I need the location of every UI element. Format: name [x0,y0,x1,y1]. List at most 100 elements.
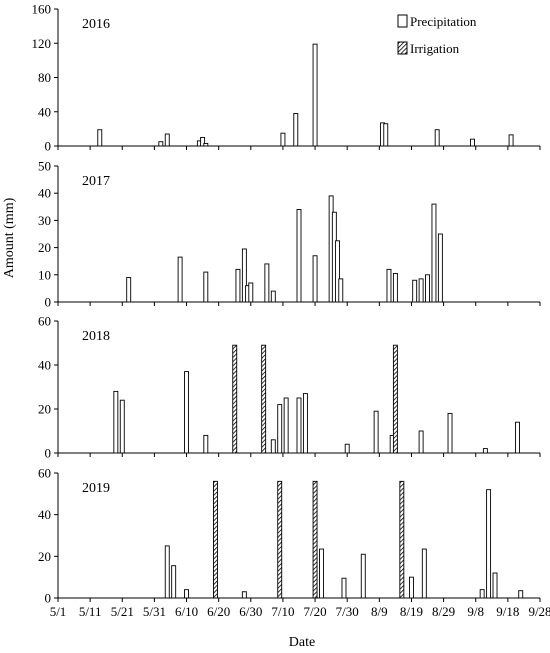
x-tick-label: 6/30 [239,604,262,619]
y-tick-label: 60 [38,466,51,481]
precipitation-bar [293,113,299,147]
panel-2016: 0 40 80 120 160 2016 [32,2,541,154]
precipitation-bar [171,565,177,599]
y-tick-label: 40 [38,186,51,201]
precipitation-bar [235,268,241,303]
precipitation-bar [119,399,125,454]
irrigation-bar [261,344,267,454]
precipitation-bar [164,133,170,147]
x-tick-label: 8/29 [432,604,455,619]
precipitation-bar [360,553,366,599]
x-tick-label: 9/28 [528,604,550,619]
precipitation-bar [431,203,437,303]
x-tick-label: 7/20 [304,604,327,619]
x-tick-label: 7/10 [271,604,294,619]
panel-2018: 0 20 40 60 2018 [38,314,541,461]
panel-2017: 0 10 20 30 40 50 2017 [38,159,541,310]
precipitation-bar [312,255,318,303]
precipitation-bar [335,240,341,303]
precipitation-bar [425,274,430,303]
precipitation-bar [341,577,347,599]
x-axis: 5/1 5/11 5/21 5/31 6/10 6/20 6/30 7/10 7/20 7/30 8… [50,604,550,619]
y-tick-label: 20 [38,240,51,255]
chart-panels: 0 40 80 120 160 2016 0 10 20 30 40 50 2017 0 20 40 60 201… [32,2,541,606]
x-tick-label: 7/30 [336,604,359,619]
legend-swatch-precipitation [397,14,408,28]
precipitation-bar [482,448,488,454]
precipitation-bar [296,209,302,303]
precipitation-bar [203,434,209,454]
y-tick-label: 40 [38,104,51,119]
irrigation-bar [312,480,318,599]
y-tick-label: 0 [45,591,52,606]
panel-year-label: 2017 [82,174,110,189]
y-axis-title: Amount (mm) [2,197,17,278]
y-tick-label: 80 [38,70,51,85]
precipitation-bar [492,572,498,599]
irrigation-bar [392,344,398,454]
legend-label-precipitation: Precipitation [410,14,477,29]
y-tick-label: 40 [38,358,51,373]
panel-year-label: 2018 [82,329,110,344]
x-axis-title: Date [289,635,315,650]
precipitation-bar [421,548,427,599]
x-tick-label: 5/11 [79,604,102,619]
precipitation-bar [518,590,524,599]
precipitation-bar [203,142,209,147]
precipitation-bar [508,134,514,147]
precipitation-bar [296,397,302,454]
x-tick-label: 5/1 [50,604,67,619]
precipitation-bar [158,141,164,147]
x-tick-label: 5/21 [111,604,134,619]
y-tick-label: 10 [38,267,51,282]
panel-2019: 0 20 40 60 2019 [38,466,541,606]
precipitation-bar [270,439,276,454]
precipitation-bar [241,248,247,303]
legend-swatch-irrigation [397,41,408,55]
irrigation-bar [399,480,405,599]
y-tick-label: 0 [45,446,52,461]
x-tick-label: 6/20 [207,604,230,619]
precipitation-bar [392,272,398,303]
precipitation-bar [264,263,270,303]
y-tick-label: 60 [38,314,51,329]
precipitation-bar [373,410,379,454]
precipitation-bar [184,589,189,599]
legend: Precipitation Irrigation [397,14,477,56]
y-tick-label: 50 [38,159,51,174]
precipitation-bar [164,545,170,599]
precipitation-bar [434,129,440,147]
precipitation-bar [486,489,492,599]
precipitation-bar [409,576,414,599]
y-tick-label: 30 [38,213,51,228]
precipitation-bar [200,136,206,147]
precipitation-bar [126,277,132,303]
precipitation-bar [470,138,475,147]
y-tick-label: 20 [38,549,51,564]
y-tick-label: 160 [32,2,52,17]
precipitation-bar [280,132,286,147]
precipitation-bar [412,279,418,303]
irrigation-bar [232,344,238,454]
precipitation-bar [418,278,424,303]
panel-year-label: 2019 [82,481,110,496]
y-tick-label: 0 [45,139,52,154]
precipitation-bar [338,278,344,303]
precipitation-bar [97,129,103,147]
y-tick-label: 120 [32,36,52,51]
x-tick-label: 9/8 [467,604,484,619]
y-tick-label: 20 [38,402,51,417]
precipitation-bar [479,589,485,599]
precipitation-bar [344,443,350,454]
precipitation-bar [312,43,318,147]
panel-year-label: 2016 [82,17,110,32]
legend-label-irrigation: Irrigation [410,41,460,56]
precipitation-bar [383,123,389,147]
irrigation-bar [213,480,218,599]
x-tick-label: 9/18 [496,604,519,619]
precipitation-bar [302,393,308,454]
precipitation-bar [203,271,209,303]
precipitation-bar [447,412,453,454]
precipitation-bar [277,404,283,454]
